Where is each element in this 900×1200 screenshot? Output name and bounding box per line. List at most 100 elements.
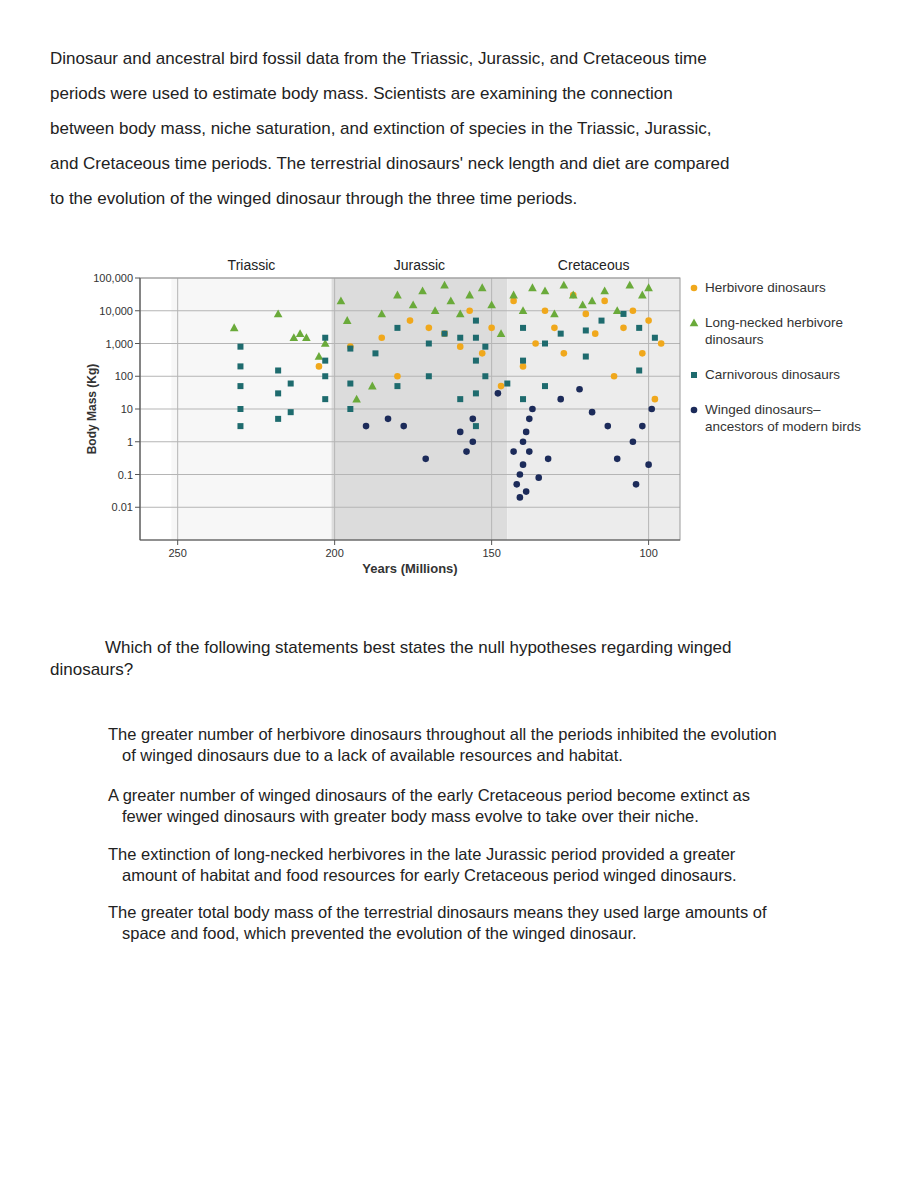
triangle-marker — [487, 300, 496, 308]
circle-marker — [457, 343, 464, 350]
triangle-marker — [302, 333, 311, 341]
x-axis-label: Years (Millions) — [362, 561, 457, 576]
circle-marker — [407, 317, 414, 324]
circle-marker — [513, 481, 520, 488]
circle-marker — [469, 438, 476, 445]
square-marker — [520, 396, 526, 402]
triangle-marker — [509, 291, 518, 299]
square-marker — [473, 358, 479, 364]
square-marker — [583, 354, 589, 360]
circle-marker — [551, 325, 558, 332]
page: Dinosaur and ancestral bird fossil data … — [0, 0, 900, 1200]
square-marker — [322, 396, 328, 402]
circle-marker — [457, 429, 464, 436]
square-marker — [504, 381, 510, 387]
circle-marker — [510, 448, 517, 455]
triangle-marker — [644, 283, 653, 291]
x-tick — [491, 540, 492, 545]
square-marker — [620, 311, 626, 317]
circle-marker — [510, 298, 517, 305]
circle-marker — [645, 461, 652, 468]
circle-marker — [535, 474, 542, 481]
y-tick — [135, 310, 140, 311]
circle-marker — [630, 438, 637, 445]
square-marker — [558, 331, 564, 337]
intro-line: between body mass, niche saturation, and… — [50, 119, 711, 138]
grid-line — [491, 278, 492, 540]
triangle-marker — [343, 316, 352, 324]
triangle-marker — [560, 281, 569, 289]
square-marker — [394, 325, 400, 331]
y-tick-label: 10,000 — [99, 305, 133, 317]
circle-marker — [400, 423, 407, 430]
circle-marker — [316, 363, 323, 370]
circle-marker — [363, 423, 370, 430]
square-marker — [473, 423, 479, 429]
plot-frame — [140, 278, 680, 540]
circle-marker — [658, 340, 665, 347]
square-marker — [482, 373, 488, 379]
triangle-marker — [352, 395, 361, 403]
option-line: The greater number of herbivore dinosaur… — [108, 725, 777, 743]
triangle-marker — [541, 287, 550, 295]
square-marker — [482, 344, 488, 350]
circle-marker — [592, 330, 599, 337]
option-line: space and food, which prevented the evol… — [122, 924, 637, 942]
legend-line: Carnivorous dinosaurs — [705, 367, 840, 382]
circle-marker — [463, 448, 470, 455]
square-marker — [275, 367, 281, 373]
triangle-marker — [393, 291, 402, 299]
square-marker — [473, 318, 479, 324]
option-line: The greater total body mass of the terre… — [108, 903, 767, 921]
circle-marker — [620, 325, 627, 332]
y-tick — [135, 441, 140, 442]
square-marker — [322, 373, 328, 379]
triangle-marker — [315, 352, 324, 360]
circle-marker — [517, 471, 524, 478]
triangle-marker — [528, 283, 537, 291]
square-marker — [583, 327, 589, 333]
series — [230, 281, 653, 403]
circle-marker — [479, 350, 486, 357]
grid — [140, 278, 680, 540]
circle-marker — [542, 307, 549, 314]
grid-line — [177, 278, 178, 540]
triangle-marker — [519, 306, 528, 314]
x-tick — [334, 540, 335, 545]
square-marker — [520, 358, 526, 364]
square-marker — [636, 325, 642, 331]
triangle-marker — [337, 296, 346, 304]
y-tick — [135, 474, 140, 475]
circle-marker — [517, 494, 524, 501]
square-marker — [372, 350, 378, 356]
data-marks — [230, 281, 665, 501]
y-tick-label: 1,000 — [105, 338, 133, 350]
legend-line: Herbivore dinosaurs — [705, 280, 826, 295]
triangle-marker — [447, 296, 456, 304]
legend-line: Winged dinosaurs– — [705, 402, 821, 417]
circle-marker — [589, 409, 596, 416]
circle-marker — [691, 407, 698, 414]
intro-line: periods were used to estimate body mass.… — [50, 84, 673, 103]
intro-line: Dinosaur and ancestral bird fossil data … — [50, 49, 707, 68]
intro-line: and Cretaceous time periods. The terrest… — [50, 154, 730, 173]
y-tick — [135, 343, 140, 344]
x-tick — [648, 540, 649, 545]
circle-marker — [520, 461, 527, 468]
intro-line: to the evolution of the winged dinosaur … — [50, 189, 577, 208]
square-marker — [457, 335, 463, 341]
circle-marker — [523, 488, 530, 495]
square-marker — [347, 406, 353, 412]
y-tick — [135, 376, 140, 377]
period-label: Jurassic — [394, 257, 445, 273]
legend-label: Herbivore dinosaurs — [705, 280, 826, 295]
circle-marker — [576, 386, 583, 393]
legend-label: Winged dinosaurs–ancestors of modern bir… — [705, 402, 861, 434]
square-marker — [599, 318, 605, 324]
square-marker — [237, 344, 243, 350]
triangle-marker — [431, 306, 440, 314]
question-line: dinosaurs? — [50, 660, 133, 679]
triangle-marker — [478, 283, 487, 291]
square-marker — [322, 335, 328, 341]
series — [237, 311, 657, 429]
